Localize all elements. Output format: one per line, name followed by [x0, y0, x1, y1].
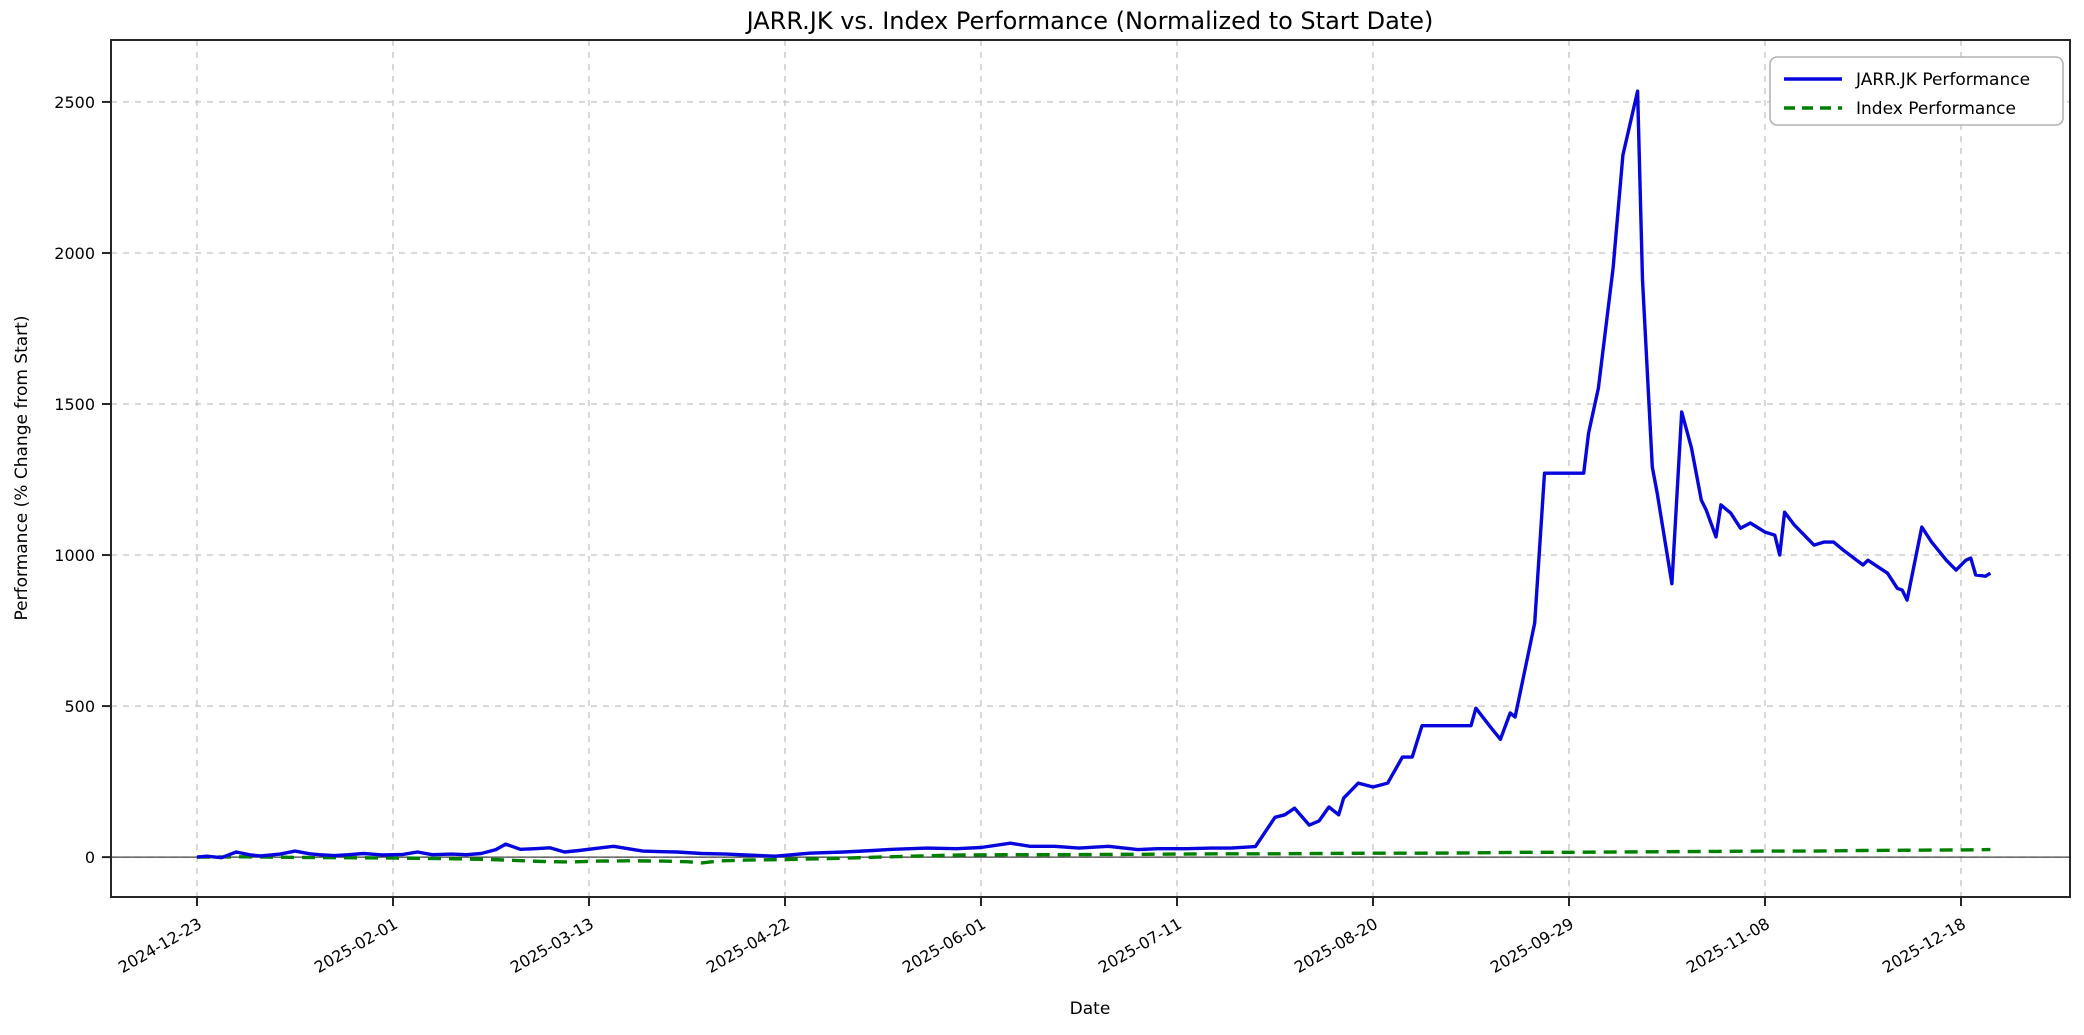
y-axis-ticks: 0 500 1000 1500 2000 2500 [54, 93, 111, 867]
x-tick-label: 2025-11-08 [1683, 914, 1773, 977]
x-tick-label: 2025-04-22 [703, 914, 793, 977]
y-axis-label: Performance (% Change from Start) [12, 316, 32, 621]
x-tick-label: 2025-09-29 [1487, 914, 1577, 977]
x-tick-label: 2025-03-13 [507, 914, 597, 977]
plot-border [110, 39, 2071, 898]
x-axis-ticks: 2024-12-23 2025-02-01 2025-03-13 2025-04-22… [115, 897, 1969, 977]
y-tick-label: 1000 [54, 546, 95, 565]
legend-box [1769, 56, 2064, 126]
y-tick-label: 1500 [54, 395, 95, 414]
x-tick-label: 2025-02-01 [311, 914, 401, 977]
legend-jarr-label: JARR.JK Performance [1855, 70, 2030, 90]
legend: JARR.JK Performance Index Performance [1769, 56, 2064, 126]
x-tick-label: 2025-07-11 [1095, 914, 1185, 977]
x-tick-label: 2025-06-01 [899, 914, 989, 977]
x-axis-label: Date [1070, 999, 1111, 1019]
y-tick-label: 0 [85, 848, 95, 867]
jarrjk-performance-line [196, 89, 1992, 860]
legend-index-label: Index Performance [1856, 99, 2016, 119]
chart-title: JARR.JK vs. Index Performance (Normalize… [745, 7, 1434, 35]
x-tick-label: 2025-08-20 [1291, 914, 1381, 977]
y-tick-label: 500 [64, 697, 95, 716]
x-tick-label: 2024-12-23 [115, 914, 205, 977]
index-performance-line [196, 847, 1991, 865]
y-tick-label: 2000 [54, 244, 95, 263]
grid-lines [111, 40, 2070, 897]
x-tick-label: 2025-12-18 [1879, 914, 1969, 977]
y-tick-label: 2500 [54, 93, 95, 112]
